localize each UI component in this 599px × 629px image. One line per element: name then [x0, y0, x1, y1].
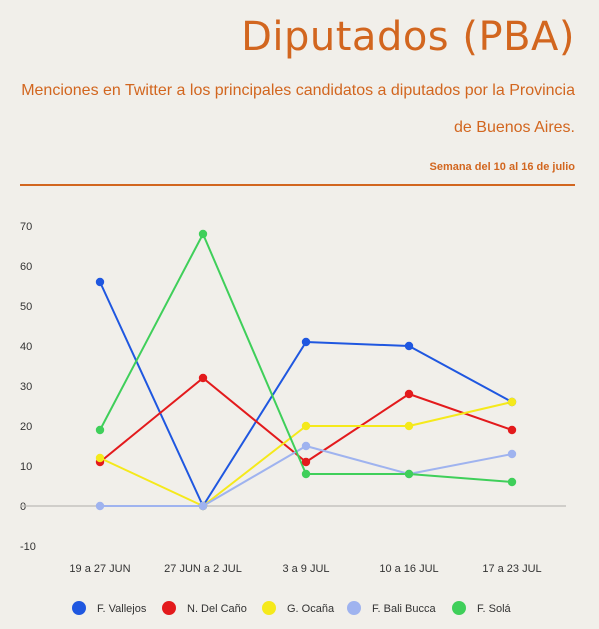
data-point: [198, 229, 208, 239]
legend-label: F. Bali Bucca: [372, 603, 436, 615]
data-point: [507, 425, 517, 435]
legend-swatch: [162, 601, 176, 615]
legend-label: N. Del Caño: [187, 603, 247, 615]
x-tick-label: 27 JUN a 2 JUL: [164, 563, 242, 575]
y-tick-label: 40: [20, 341, 32, 353]
data-point: [507, 477, 517, 487]
data-point: [404, 341, 414, 351]
data-point: [198, 373, 208, 383]
legend-swatch: [262, 601, 276, 615]
legend-item: G. Ocaña: [262, 601, 335, 615]
x-tick-label: 17 a 23 JUL: [482, 563, 541, 575]
data-point: [198, 501, 208, 511]
data-point: [404, 421, 414, 431]
legend-swatch: [347, 601, 361, 615]
data-point: [95, 501, 105, 511]
legend-item: N. Del Caño: [162, 601, 247, 615]
data-point: [404, 389, 414, 399]
data-point: [301, 469, 311, 479]
chart-subtitle: Menciones en Twitter a los principales c…: [21, 82, 575, 136]
y-tick-label: 70: [20, 221, 32, 233]
chart-title: Diputados (PBA): [241, 14, 575, 60]
x-tick-label: 19 a 27 JUN: [69, 563, 130, 575]
data-point: [95, 277, 105, 287]
y-tick-label: 60: [20, 261, 32, 273]
week-label: Semana del 10 al 16 de julio: [429, 161, 575, 173]
y-tick-label: 20: [20, 421, 32, 433]
data-point: [301, 421, 311, 431]
x-tick-label: 3 a 9 JUL: [282, 563, 329, 575]
y-tick-label: 10: [20, 461, 32, 473]
data-point: [404, 469, 414, 479]
data-point: [507, 397, 517, 407]
data-point: [301, 457, 311, 467]
y-tick-label: 30: [20, 381, 32, 393]
y-tick-label: 50: [20, 301, 32, 313]
y-tick-label: -10: [20, 541, 36, 553]
data-point: [301, 337, 311, 347]
data-point: [95, 425, 105, 435]
y-tick-label: 0: [20, 501, 26, 513]
legend-item: F. Vallejos: [72, 601, 147, 615]
data-point: [95, 453, 105, 463]
data-point: [301, 441, 311, 451]
legend-item: F. Bali Bucca: [347, 601, 436, 615]
legend-item: F. Solá: [452, 601, 512, 615]
legend-label: F. Solá: [477, 603, 512, 615]
header-divider: [20, 184, 575, 186]
legend-label: F. Vallejos: [97, 603, 147, 615]
legend-label: G. Ocaña: [287, 603, 335, 615]
data-point: [507, 449, 517, 459]
x-tick-label: 10 a 16 JUL: [379, 563, 438, 575]
legend-swatch: [452, 601, 466, 615]
legend-swatch: [72, 601, 86, 615]
